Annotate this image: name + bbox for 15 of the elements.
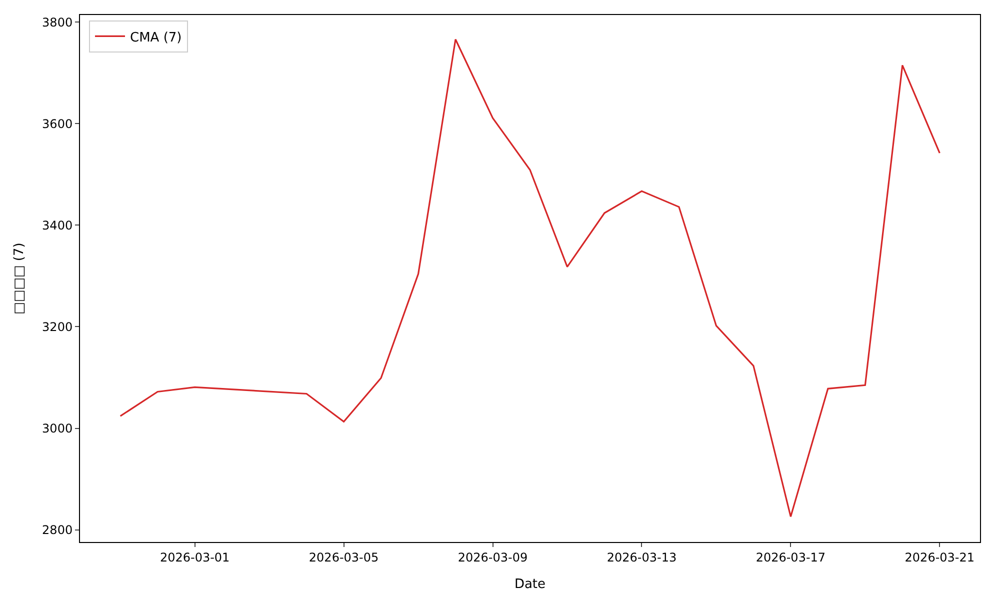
y-axis-title: □□□□ (7)	[12, 242, 28, 314]
x-tick-label: 2026-03-05	[308, 550, 379, 564]
y-tick-label: 3400	[42, 218, 73, 232]
x-axis-title: Date	[514, 577, 546, 592]
x-tick-label: 2026-03-09	[458, 550, 528, 564]
legend-label: CMA (7)	[130, 30, 182, 46]
y-tick-label: 2800	[42, 523, 73, 538]
y-tick-label: 3000	[42, 421, 73, 436]
y-tick-label: 3200	[42, 320, 73, 334]
y-tick-label: 3800	[42, 15, 73, 30]
x-tick-label: 2026-03-13	[606, 550, 677, 564]
x-tick-label: 2026-03-01	[160, 550, 230, 564]
x-tick-label: 2026-03-21	[904, 550, 975, 564]
x-tick-label: 2026-03-17	[756, 550, 826, 564]
y-tick-label: 3600	[42, 116, 73, 131]
